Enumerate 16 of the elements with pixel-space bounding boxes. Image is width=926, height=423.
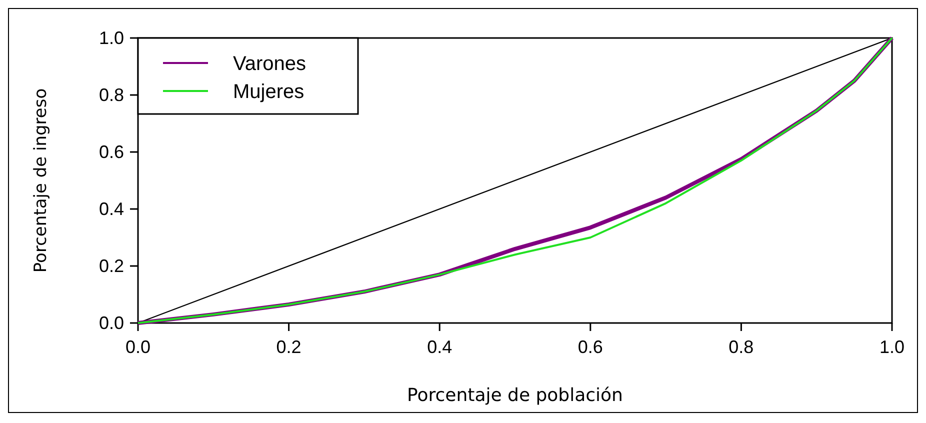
x-axis-title: Porcentaje de población: [407, 385, 623, 406]
y-tick-label: 0.0: [98, 313, 124, 333]
x-tick-label: 0.2: [276, 337, 302, 357]
y-tick-label: 0.6: [98, 142, 124, 162]
x-tick-label: 0.4: [427, 337, 452, 357]
y-tick-label: 0.4: [98, 199, 124, 219]
y-tick-label: 0.2: [98, 256, 124, 276]
x-tick-label: 1.0: [879, 337, 905, 357]
y-tick-label: 0.8: [98, 85, 124, 105]
x-tick-label: 0.6: [578, 337, 603, 357]
legend-label: Mujeres: [233, 81, 304, 103]
legend-label: Varones: [233, 53, 306, 75]
y-axis-title: Porcentaje de ingreso: [31, 88, 51, 273]
x-tick-label: 0.8: [728, 337, 754, 357]
x-tick-label: 0.0: [125, 337, 151, 357]
y-tick-label: 1.0: [98, 28, 124, 48]
